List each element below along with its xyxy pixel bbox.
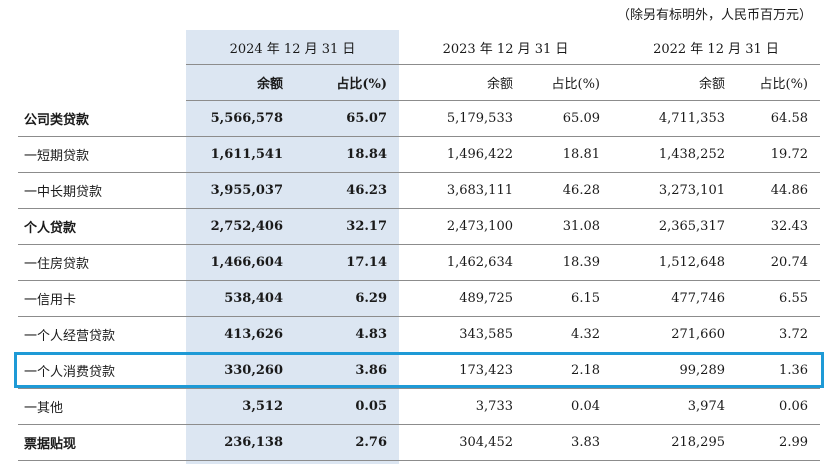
unit-note: （除另有标明外，人民币百万元） bbox=[616, 8, 812, 23]
table-row: 一短期贷款 1,611,541 18.84 1,496,422 18.81 1,438,2… bbox=[18, 136, 820, 173]
cell-v2023: 489,725 bbox=[399, 280, 525, 317]
table-row: 一中长期贷款 3,955,037 46.23 3,683,111 46.28 3,273,… bbox=[18, 172, 820, 209]
cell-v2024: 538,404 bbox=[186, 280, 295, 317]
cell-v2022: 3,273,101 bbox=[612, 172, 737, 209]
table-row: 票据贴现 236,138 2.76 304,452 3.83 218,295 2.99 bbox=[18, 424, 820, 461]
table-row: 一个人经营贷款 413,626 4.83 343,585 4.32 271,660 3.72 bbox=[18, 316, 820, 353]
cell-p2022: 64.58 bbox=[737, 100, 820, 137]
table-row: 个人贷款 2,752,406 32.17 2,473,100 31.08 2,365,31… bbox=[18, 208, 820, 245]
cell-v2023: 3,683,111 bbox=[399, 172, 525, 209]
cell-p2024: 0.05 bbox=[295, 388, 399, 425]
cell-p2023: 2.18 bbox=[525, 352, 612, 389]
cell-p2023: 18.39 bbox=[525, 244, 612, 281]
row-label: 一个人消费贷款 bbox=[18, 352, 186, 389]
cell-v2024: 330,260 bbox=[186, 352, 295, 389]
header-blank bbox=[18, 30, 186, 65]
cell-v2024: 5,566,578 bbox=[186, 100, 295, 137]
table-row: 一个人消费贷款 330,260 3.86 173,423 2.18 99,289 1.36 bbox=[18, 352, 820, 389]
cell-v2023: 304,452 bbox=[399, 424, 525, 461]
cell-v2022: 99,289 bbox=[612, 352, 737, 389]
cell-p2023: 0.04 bbox=[525, 388, 612, 425]
row-label: 一其他 bbox=[18, 388, 186, 425]
cell-v2024: 3,512 bbox=[186, 388, 295, 425]
cell-v2023: 5,179,533 bbox=[399, 100, 525, 137]
cell-p2022: 6.55 bbox=[737, 280, 820, 317]
row-label: 公司类贷款 bbox=[18, 100, 186, 137]
highlight-box-consumer-loans bbox=[14, 352, 824, 388]
cell-v2022: 1,438,252 bbox=[612, 136, 737, 173]
row-label: 一中长期贷款 bbox=[18, 172, 186, 209]
cell-p2022: 44.86 bbox=[737, 172, 820, 209]
cell-p2024: 3.86 bbox=[295, 352, 399, 389]
cell-p2023: 6.15 bbox=[525, 280, 612, 317]
cell-v2023: 1,462,634 bbox=[399, 244, 525, 281]
cell-p2023: 65.09 bbox=[525, 100, 612, 137]
cell-v2024: 236,138 bbox=[186, 424, 295, 461]
header-year-2024: 2024 年 12 月 31 日 bbox=[186, 30, 399, 65]
table-row: 一信用卡 538,404 6.29 489,725 6.15 477,746 6.55 bbox=[18, 280, 820, 317]
cell-v2023: 1,496,422 bbox=[399, 136, 525, 173]
cell-p2022: 19.72 bbox=[737, 136, 820, 173]
cell-v2022: 477,746 bbox=[612, 280, 737, 317]
cell-p2022: 20.74 bbox=[737, 244, 820, 281]
row-label: 一住房贷款 bbox=[18, 244, 186, 281]
table-row: 一住房贷款 1,466,604 17.14 1,462,634 18.39 1,512,6… bbox=[18, 244, 820, 281]
cell-v2023: 2,473,100 bbox=[399, 208, 525, 245]
cell-p2022: 0.06 bbox=[737, 388, 820, 425]
cell-p2022: 32.43 bbox=[737, 208, 820, 245]
cell-v2022: 4,711,353 bbox=[612, 100, 737, 137]
header-share-2024: 占比(%) bbox=[295, 64, 399, 101]
header-year-2022: 2022 年 12 月 31 日 bbox=[612, 30, 820, 65]
header-blank bbox=[18, 65, 186, 101]
cell-v2022: 2,365,317 bbox=[612, 208, 737, 245]
cell-v2022: 271,660 bbox=[612, 316, 737, 353]
header-year-2023: 2023 年 12 月 31 日 bbox=[399, 30, 612, 65]
cell-p2023: 31.08 bbox=[525, 208, 612, 245]
cell-v2022: 218,295 bbox=[612, 424, 737, 461]
row-label: 一信用卡 bbox=[18, 280, 186, 317]
cell-p2023: 4.32 bbox=[525, 316, 612, 353]
header-amount-2024: 余额 bbox=[186, 64, 295, 101]
row-label: 个人贷款 bbox=[18, 208, 186, 245]
header-row-years: 2024 年 12 月 31 日 2023 年 12 月 31 日 2022 年… bbox=[18, 30, 820, 65]
table-row: 一其他 3,512 0.05 3,733 0.04 3,974 0.06 bbox=[18, 388, 820, 425]
cell-v2024: 2,752,406 bbox=[186, 208, 295, 245]
cell-p2022: 3.72 bbox=[737, 316, 820, 353]
cell-v2022: 1,512,648 bbox=[612, 244, 737, 281]
cell-v2022: 3,974 bbox=[612, 388, 737, 425]
cell-p2022: 2.99 bbox=[737, 424, 820, 461]
cell-v2023: 173,423 bbox=[399, 352, 525, 389]
cell-v2024: 3,955,037 bbox=[186, 172, 295, 209]
table-body: 公司类贷款 5,566,578 65.07 5,179,533 65.09 4,711,3… bbox=[18, 100, 820, 461]
cell-p2023: 46.28 bbox=[525, 172, 612, 209]
cell-p2024: 4.83 bbox=[295, 316, 399, 353]
row-label: 一个人经营贷款 bbox=[18, 316, 186, 353]
cell-v2024: 1,611,541 bbox=[186, 136, 295, 173]
loan-structure-table: 2024 年 12 月 31 日 2023 年 12 月 31 日 2022 年… bbox=[18, 30, 820, 461]
header-share-2023: 占比(%) bbox=[525, 64, 612, 101]
cell-p2024: 6.29 bbox=[295, 280, 399, 317]
header-row-metrics: 余额 占比(%) 余额 占比(%) 余额 占比(%) bbox=[18, 64, 820, 101]
table-row: 公司类贷款 5,566,578 65.07 5,179,533 65.09 4,711,3… bbox=[18, 100, 820, 137]
cell-p2024: 65.07 bbox=[295, 100, 399, 137]
cell-v2024: 1,466,604 bbox=[186, 244, 295, 281]
cell-p2023: 3.83 bbox=[525, 424, 612, 461]
header-share-2022: 占比(%) bbox=[737, 64, 820, 101]
cell-p2022: 1.36 bbox=[737, 352, 820, 389]
row-label: 票据贴现 bbox=[18, 424, 186, 461]
cell-v2023: 343,585 bbox=[399, 316, 525, 353]
header-amount-2022: 余额 bbox=[612, 64, 737, 101]
cell-p2024: 18.84 bbox=[295, 136, 399, 173]
cell-v2023: 3,733 bbox=[399, 388, 525, 425]
cell-p2024: 17.14 bbox=[295, 244, 399, 281]
cell-p2024: 46.23 bbox=[295, 172, 399, 209]
cell-p2023: 18.81 bbox=[525, 136, 612, 173]
cell-p2024: 2.76 bbox=[295, 424, 399, 461]
row-label: 一短期贷款 bbox=[18, 136, 186, 173]
header-amount-2023: 余额 bbox=[399, 64, 525, 101]
cell-v2024: 413,626 bbox=[186, 316, 295, 353]
cell-p2024: 32.17 bbox=[295, 208, 399, 245]
